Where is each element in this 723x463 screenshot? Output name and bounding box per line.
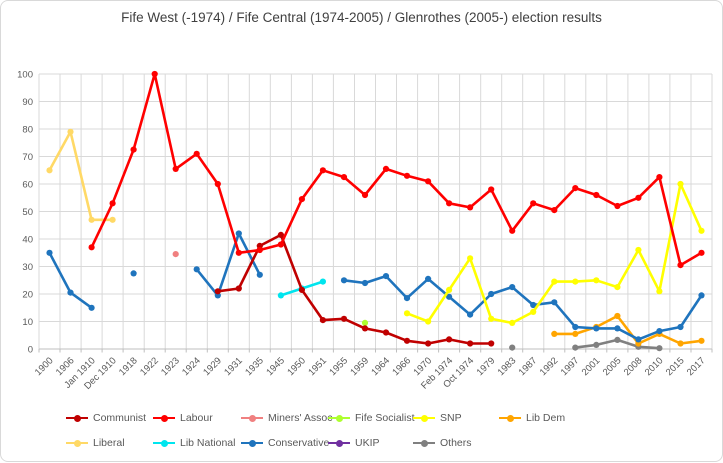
svg-text:2008: 2008 <box>622 355 645 378</box>
svg-text:1979: 1979 <box>475 355 498 378</box>
svg-text:30: 30 <box>22 262 33 273</box>
series-liberal <box>46 128 116 223</box>
series-labour <box>88 70 705 269</box>
svg-text:1955: 1955 <box>327 355 350 378</box>
svg-text:1966: 1966 <box>390 355 413 378</box>
svg-text:40: 40 <box>22 234 33 245</box>
y-axis-labels: 0 10 20 30 40 50 60 70 80 90 100 <box>17 69 33 355</box>
svg-text:50: 50 <box>22 207 33 218</box>
svg-text:1935: 1935 <box>243 355 266 378</box>
series-fife-socialist <box>361 319 369 326</box>
svg-text:1964: 1964 <box>369 355 392 378</box>
svg-text:1929: 1929 <box>201 355 224 378</box>
svg-text:10: 10 <box>22 317 33 328</box>
svg-text:1924: 1924 <box>180 355 203 378</box>
svg-text:0: 0 <box>28 344 33 355</box>
svg-text:70: 70 <box>22 152 33 163</box>
svg-text:100: 100 <box>17 69 33 80</box>
gridlines <box>38 73 713 353</box>
svg-text:2010: 2010 <box>643 355 666 378</box>
svg-text:2017: 2017 <box>685 355 708 378</box>
svg-text:60: 60 <box>22 179 33 190</box>
svg-text:1923: 1923 <box>159 355 182 378</box>
svg-text:1987: 1987 <box>517 355 540 378</box>
svg-text:1950: 1950 <box>285 355 308 378</box>
series-communist <box>214 231 495 347</box>
svg-text:1992: 1992 <box>538 355 561 378</box>
svg-text:80: 80 <box>22 124 33 135</box>
series-conservative <box>46 230 705 343</box>
svg-text:1959: 1959 <box>348 355 371 378</box>
svg-text:1983: 1983 <box>496 355 519 378</box>
svg-text:90: 90 <box>22 97 33 108</box>
svg-text:1922: 1922 <box>138 355 161 378</box>
svg-text:1931: 1931 <box>222 355 245 378</box>
chart-title: Fife West (-1974) / Fife Central (1974-2… <box>121 10 602 25</box>
svg-text:1997: 1997 <box>559 355 582 378</box>
svg-text:2001: 2001 <box>580 355 603 378</box>
svg-text:1900: 1900 <box>33 355 56 378</box>
svg-text:1945: 1945 <box>264 355 287 378</box>
svg-text:2015: 2015 <box>664 355 687 378</box>
svg-text:20: 20 <box>22 289 33 300</box>
svg-text:2005: 2005 <box>601 355 624 378</box>
series-snp <box>403 180 705 326</box>
svg-text:1918: 1918 <box>117 355 140 378</box>
series-miners-assoc <box>172 251 179 258</box>
svg-text:1951: 1951 <box>306 355 329 378</box>
